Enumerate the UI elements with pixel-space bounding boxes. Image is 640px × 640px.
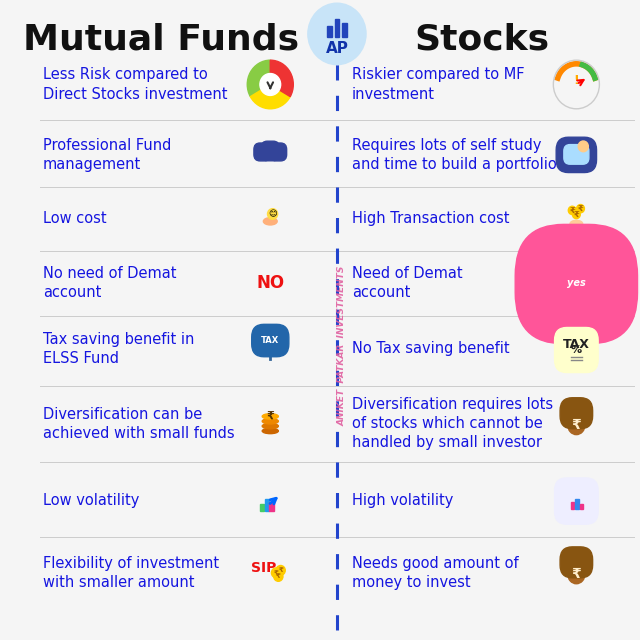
Circle shape [568, 206, 576, 214]
Ellipse shape [262, 428, 278, 434]
FancyBboxPatch shape [560, 547, 593, 578]
Text: ₹: ₹ [569, 206, 575, 215]
Bar [260, 504, 264, 511]
Wedge shape [257, 333, 284, 348]
Text: Low volatility: Low volatility [43, 493, 140, 508]
Text: NO: NO [256, 274, 284, 292]
Text: Professional Fund
management: Professional Fund management [43, 138, 172, 172]
Text: ₹: ₹ [266, 412, 274, 421]
Text: Needs good amount of
money to invest: Needs good amount of money to invest [352, 556, 519, 590]
Circle shape [268, 209, 278, 220]
Wedge shape [250, 84, 290, 109]
Text: Low cost: Low cost [43, 211, 107, 227]
Text: ₹: ₹ [276, 573, 281, 579]
Circle shape [275, 145, 281, 152]
Bar [575, 499, 579, 509]
Text: TAX: TAX [261, 336, 280, 345]
Text: %: % [571, 345, 582, 355]
Bar [580, 504, 583, 509]
FancyBboxPatch shape [254, 143, 271, 161]
FancyBboxPatch shape [564, 145, 589, 164]
Circle shape [259, 145, 265, 152]
Text: Diversification requires lots
of stocks which cannot be
handled by small investo: Diversification requires lots of stocks … [352, 397, 553, 451]
Text: ₹: ₹ [572, 418, 581, 432]
Text: ₹: ₹ [572, 567, 581, 581]
Circle shape [271, 568, 281, 578]
Text: No Tax saving benefit: No Tax saving benefit [352, 341, 509, 356]
Text: Mutual Funds: Mutual Funds [23, 22, 300, 56]
Ellipse shape [262, 413, 278, 419]
Text: Need of Demat
account: Need of Demat account [352, 266, 463, 300]
Text: Riskier compared to MF
investment: Riskier compared to MF investment [352, 67, 525, 102]
Text: Diversification can be
achieved with small funds: Diversification can be achieved with sma… [43, 406, 235, 441]
Bar [265, 499, 269, 511]
Text: ₹: ₹ [577, 204, 584, 213]
Text: ANIKET  PATKAR  INVESTMENTS: ANIKET PATKAR INVESTMENTS [337, 266, 346, 426]
Wedge shape [270, 60, 293, 97]
FancyBboxPatch shape [556, 137, 596, 173]
Text: Less Risk compared to
Direct Stocks investment: Less Risk compared to Direct Stocks inve… [43, 67, 227, 102]
Ellipse shape [262, 424, 278, 429]
Bar [335, 19, 339, 37]
Text: Requires lots of self study
and time to build a portfolio: Requires lots of self study and time to … [352, 138, 557, 172]
Text: ₹: ₹ [573, 210, 579, 219]
Text: SIP: SIP [251, 561, 276, 575]
Circle shape [274, 572, 283, 581]
Circle shape [578, 141, 588, 152]
FancyBboxPatch shape [560, 397, 593, 429]
Bar [327, 26, 332, 37]
Circle shape [577, 205, 584, 212]
FancyBboxPatch shape [515, 225, 637, 344]
Text: !: ! [573, 74, 579, 87]
Ellipse shape [568, 564, 585, 584]
Ellipse shape [568, 415, 585, 435]
Ellipse shape [262, 419, 278, 424]
FancyBboxPatch shape [555, 478, 598, 524]
FancyBboxPatch shape [261, 141, 279, 161]
FancyBboxPatch shape [252, 324, 289, 356]
Text: No need of Demat
account: No need of Demat account [43, 266, 177, 300]
Text: ₹: ₹ [274, 570, 278, 576]
Text: TAX: TAX [563, 338, 590, 351]
Wedge shape [247, 60, 270, 97]
Text: yes: yes [567, 278, 586, 288]
FancyBboxPatch shape [270, 143, 287, 161]
Bar [342, 23, 347, 37]
Circle shape [266, 142, 274, 150]
Text: Flexibility of investment
with smaller amount: Flexibility of investment with smaller a… [43, 556, 219, 590]
Text: High Transaction cost: High Transaction cost [352, 211, 509, 227]
Text: ₹: ₹ [278, 568, 283, 573]
Circle shape [572, 211, 580, 219]
Text: 😊: 😊 [268, 209, 277, 218]
Circle shape [276, 566, 285, 575]
Circle shape [308, 3, 366, 65]
Circle shape [260, 74, 281, 95]
Bar [571, 502, 574, 509]
Bar [269, 502, 273, 511]
Circle shape [554, 60, 600, 109]
Text: High volatility: High volatility [352, 493, 454, 508]
FancyBboxPatch shape [555, 328, 598, 372]
Text: Stocks: Stocks [415, 22, 550, 56]
Text: Tax saving benefit in
ELSS Fund: Tax saving benefit in ELSS Fund [43, 332, 195, 366]
Ellipse shape [264, 218, 277, 225]
Text: AP: AP [326, 40, 348, 56]
Ellipse shape [570, 220, 582, 227]
